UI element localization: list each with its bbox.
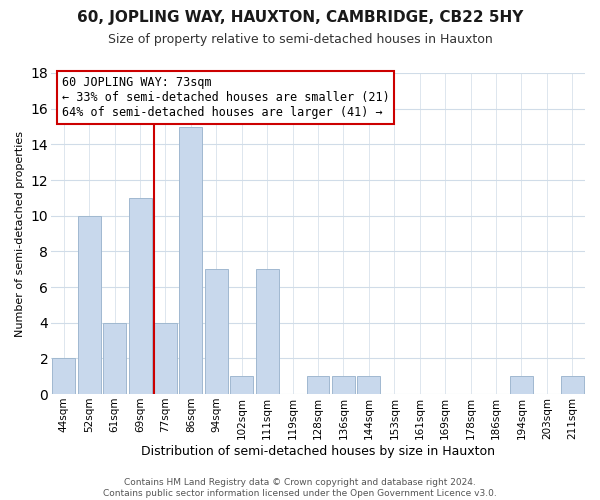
Bar bbox=[561, 376, 584, 394]
Bar bbox=[230, 376, 253, 394]
Text: 60 JOPLING WAY: 73sqm
← 33% of semi-detached houses are smaller (21)
64% of semi: 60 JOPLING WAY: 73sqm ← 33% of semi-deta… bbox=[62, 76, 389, 119]
Text: Size of property relative to semi-detached houses in Hauxton: Size of property relative to semi-detach… bbox=[107, 32, 493, 46]
Bar bbox=[332, 376, 355, 394]
Bar bbox=[154, 322, 177, 394]
X-axis label: Distribution of semi-detached houses by size in Hauxton: Distribution of semi-detached houses by … bbox=[141, 444, 495, 458]
Bar bbox=[52, 358, 75, 394]
Bar bbox=[103, 322, 126, 394]
Text: Contains HM Land Registry data © Crown copyright and database right 2024.
Contai: Contains HM Land Registry data © Crown c… bbox=[103, 478, 497, 498]
Bar bbox=[179, 126, 202, 394]
Bar bbox=[510, 376, 533, 394]
Bar bbox=[256, 269, 278, 394]
Bar bbox=[307, 376, 329, 394]
Bar bbox=[358, 376, 380, 394]
Bar bbox=[205, 269, 228, 394]
Bar bbox=[128, 198, 152, 394]
Bar bbox=[78, 216, 101, 394]
Y-axis label: Number of semi-detached properties: Number of semi-detached properties bbox=[15, 130, 25, 336]
Text: 60, JOPLING WAY, HAUXTON, CAMBRIDGE, CB22 5HY: 60, JOPLING WAY, HAUXTON, CAMBRIDGE, CB2… bbox=[77, 10, 523, 25]
